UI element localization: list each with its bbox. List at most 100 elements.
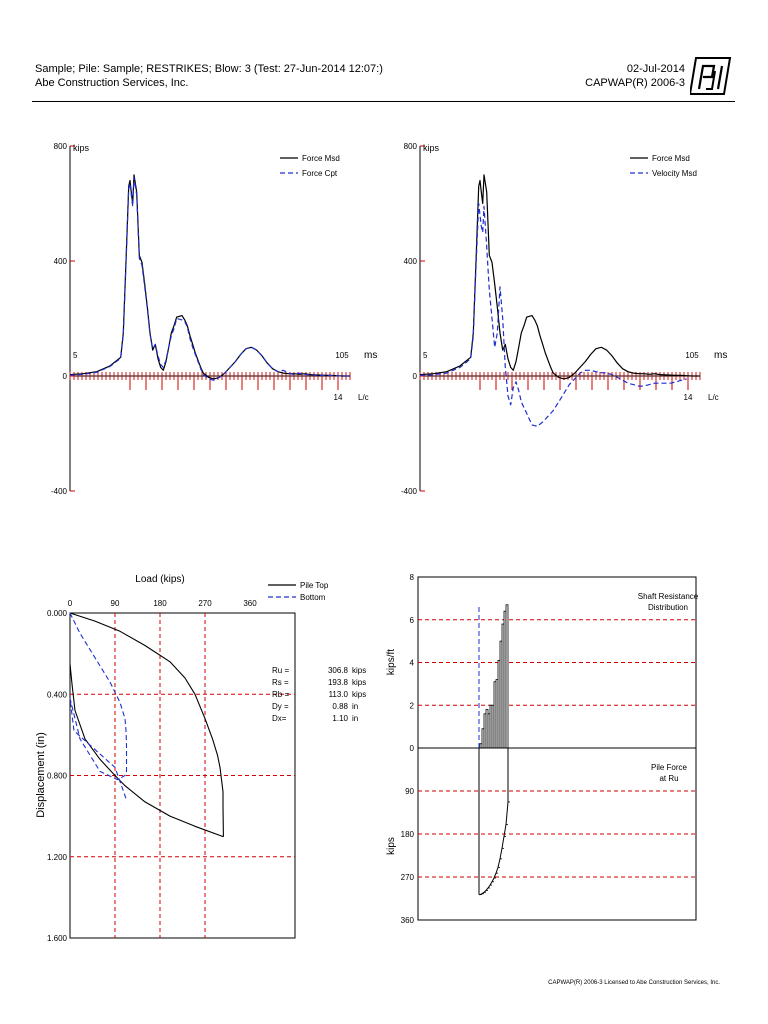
y-tick-label: 1.600 <box>47 934 68 943</box>
report-header-right: 02-Jul-2014 CAPWAP(R) 2006-3 <box>585 62 685 90</box>
y-tick-label: 800 <box>404 142 418 151</box>
lc-unit-label: L/c <box>708 393 719 402</box>
upper-tick-label: 8 <box>410 573 415 582</box>
y-tick-label: 800 <box>54 142 68 151</box>
shaft-bar <box>489 704 493 749</box>
upper-tick-label: 2 <box>410 701 415 710</box>
upper-tick-label: 6 <box>410 616 415 625</box>
license-footer: CAPWAP(R) 2006-3 Licensed to Abe Constru… <box>548 980 720 986</box>
pdi-logo-icon <box>690 57 732 95</box>
shaft-bar <box>481 728 485 749</box>
result-value: 113.0 <box>329 690 349 699</box>
software-version: CAPWAP(R) 2006-3 <box>585 77 685 89</box>
x-tick-label: 360 <box>243 599 257 608</box>
y-tick-label: 0.800 <box>47 772 68 781</box>
lc-end-label: 14 <box>334 393 343 402</box>
series-line-force-cpt <box>69 177 350 381</box>
result-unit: kips <box>352 678 366 687</box>
lower-tick-label: 360 <box>401 916 415 925</box>
y-tick-label: 400 <box>54 257 68 266</box>
y-tick-label: -400 <box>401 487 418 496</box>
time-end-label: 105 <box>335 351 349 360</box>
time-unit-label: ms <box>364 350 377 361</box>
result-value: 1.10 <box>332 714 348 723</box>
result-value: 306.8 <box>328 666 349 675</box>
result-unit: kips <box>352 690 366 699</box>
shaft-bar <box>497 659 501 749</box>
shaft-bar <box>503 610 507 749</box>
x-tick-label: 180 <box>153 599 167 608</box>
result-unit: in <box>352 714 358 723</box>
x-tick-label: 0 <box>68 599 73 608</box>
result-value: 193.8 <box>328 678 349 687</box>
time-start-label: 5 <box>73 351 78 360</box>
legend-label: Force Cpt <box>302 169 338 178</box>
plot-frame <box>69 612 296 939</box>
y-tick-label: 1.200 <box>47 853 68 862</box>
lower-tick-label: 90 <box>405 787 414 796</box>
legend-label: Pile Top <box>300 581 329 590</box>
y-axis-label: Displacement (in) <box>35 732 47 818</box>
lower-caption: Pile Force <box>651 763 688 772</box>
chart-title: Load (kips) <box>135 574 184 585</box>
result-label: Rs = <box>272 678 289 687</box>
series-line-velocity-msd <box>419 202 687 427</box>
shaft-bar <box>495 679 499 749</box>
record-description: Sample; Pile: Sample; RESTRIKES; Blow: 3… <box>35 63 383 75</box>
y-unit-label: kips <box>423 143 440 153</box>
upper-axis-label: kips/ft <box>386 649 397 675</box>
y-tick-label: 0.400 <box>47 690 68 699</box>
shaft-bar <box>479 743 483 749</box>
y-tick-label: 0 <box>413 372 418 381</box>
y-unit-label: kips <box>73 143 90 153</box>
shaft-bar <box>491 704 495 749</box>
report-date: 02-Jul-2014 <box>626 63 685 75</box>
series-line-force-msd <box>419 174 700 380</box>
shaft-bar <box>505 604 509 749</box>
lower-axis-label: kips <box>386 837 397 855</box>
result-label: Dy = <box>272 702 289 711</box>
result-label: Ru = <box>272 666 289 675</box>
lc-unit-label: L/c <box>358 393 369 402</box>
legend-label: Force Msd <box>302 154 340 163</box>
result-unit: kips <box>352 666 366 675</box>
shaft-bar <box>493 681 497 749</box>
lower-tick-label: 270 <box>401 873 415 882</box>
pile-force-profile <box>479 748 509 896</box>
upper-caption: Distribution <box>648 603 688 612</box>
x-tick-label: 270 <box>198 599 212 608</box>
upper-tick-label: 4 <box>410 659 415 668</box>
y-tick-label: 400 <box>404 257 418 266</box>
shaft-bar <box>499 640 503 749</box>
shaft-bar <box>487 713 491 749</box>
lower-tick-label: 180 <box>401 830 415 839</box>
shaft-bar <box>485 709 489 749</box>
header-rule <box>32 101 735 102</box>
y-tick-label: 0.000 <box>47 609 68 618</box>
y-tick-label: 0 <box>63 372 68 381</box>
series-line-pile-top <box>69 612 224 837</box>
legend-label: Force Msd <box>652 154 690 163</box>
series-line-bottom <box>69 612 128 801</box>
shaft-bar <box>501 623 505 749</box>
plot-frame <box>417 576 697 921</box>
upper-caption: Shaft Resistance <box>638 592 699 601</box>
lc-end-label: 14 <box>684 393 693 402</box>
legend-label: Bottom <box>300 593 326 602</box>
y-tick-label: -400 <box>51 487 68 496</box>
time-start-label: 5 <box>423 351 428 360</box>
lower-caption: at Ru <box>659 774 678 783</box>
shaft-bar <box>483 713 487 749</box>
company-name: Abe Construction Services, Inc. <box>35 77 189 89</box>
upper-tick-label: 0 <box>410 744 415 753</box>
result-value: 0.88 <box>332 702 348 711</box>
result-label: Dx= <box>272 714 287 723</box>
result-unit: in <box>352 702 358 711</box>
x-tick-label: 90 <box>111 599 120 608</box>
series-line-force-msd <box>69 174 350 380</box>
legend-label: Velocity Msd <box>652 169 697 178</box>
report-header-left: Sample; Pile: Sample; RESTRIKES; Blow: 3… <box>35 62 383 90</box>
result-label: Rb = <box>272 690 289 699</box>
